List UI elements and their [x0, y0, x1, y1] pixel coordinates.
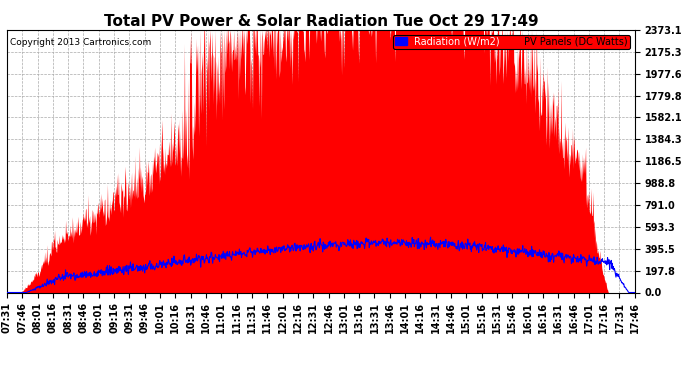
- Title: Total PV Power & Solar Radiation Tue Oct 29 17:49: Total PV Power & Solar Radiation Tue Oct…: [104, 14, 538, 29]
- Text: Copyright 2013 Cartronics.com: Copyright 2013 Cartronics.com: [10, 38, 151, 47]
- Legend: Radiation (W/m2), PV Panels (DC Watts): Radiation (W/m2), PV Panels (DC Watts): [393, 35, 630, 49]
